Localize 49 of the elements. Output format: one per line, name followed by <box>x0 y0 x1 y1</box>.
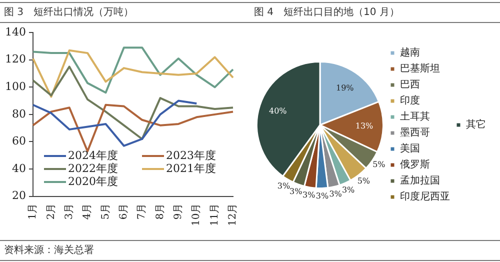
text: 资料来源：海关总署 <box>4 245 94 256</box>
data-label: 3% <box>302 190 316 200</box>
data-label: 3% <box>290 187 303 196</box>
y-tick-label: 120 <box>4 52 26 66</box>
legend-label: 墨西哥 <box>400 128 430 139</box>
data-label: 5% <box>357 176 370 186</box>
y-tick-label: 40 <box>12 162 26 175</box>
data-label: 3% <box>316 191 329 200</box>
legend-label: 越南 <box>400 46 420 59</box>
data-label: 3% <box>342 185 356 194</box>
y-tick-label: 60 <box>12 134 26 148</box>
x-tick-label: 9月 <box>173 203 184 220</box>
legend-label: 美国 <box>400 142 420 155</box>
data-label: 5% <box>372 160 386 170</box>
data-label: 19% <box>336 83 354 92</box>
x-tick-label: 11月 <box>209 203 220 226</box>
legend-label: 印度尼西亚 <box>400 190 450 203</box>
legend-label: 孟加拉国 <box>400 174 440 187</box>
x-tick-label: 2月 <box>46 203 57 220</box>
x-tick-label: 5月 <box>100 203 112 220</box>
y-tick-label: 140 <box>4 25 26 38</box>
x-tick-label: 1月 <box>28 203 39 220</box>
legend-label: 2024年度 <box>68 149 118 162</box>
legend-label: 巴西 <box>400 80 420 91</box>
data-label: 40% <box>269 106 288 116</box>
data-label: 13% <box>355 121 374 130</box>
data-label: 3% <box>329 190 342 199</box>
y-tick-label: 100 <box>4 80 26 94</box>
x-tick-label: 12月 <box>228 203 239 226</box>
x-tick-label: 8月 <box>154 203 166 220</box>
legend-label: 俄罗斯 <box>400 158 430 171</box>
x-tick-label: 10月 <box>191 203 202 226</box>
data-label: 3% <box>277 181 290 190</box>
x-tick-label: 4月 <box>82 203 94 220</box>
x-tick-label: 7月 <box>136 203 148 220</box>
legend-label: 2021年度 <box>166 162 216 175</box>
chart-title: 图 4 短纤出口目的地（10 月） <box>250 2 500 23</box>
legend-label: 巴基斯坦 <box>400 62 440 75</box>
y-tick-label: 20 <box>12 189 26 202</box>
legend-label: 土耳其 <box>400 110 430 123</box>
legend-label: 印度 <box>400 94 420 107</box>
x-tick-label: 6月 <box>118 203 130 220</box>
y-tick-label: 80 <box>12 107 26 120</box>
chart-title: 图 3 短纤出口情况（万吨） <box>0 2 250 23</box>
legend-label: 2023年度 <box>166 149 216 162</box>
legend-label: 2020年度 <box>68 175 118 188</box>
legend-label: 其它 <box>466 118 486 131</box>
legend-label: 2022年度 <box>68 162 118 175</box>
x-tick-label: 3月 <box>64 203 75 220</box>
